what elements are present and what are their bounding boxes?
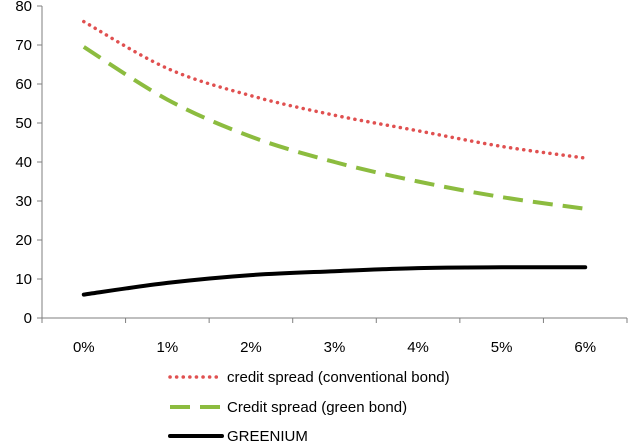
y-axis-tick-labels: 0 10 20 30 40 50 60 70 80 xyxy=(15,0,32,327)
y-tick-label: 30 xyxy=(15,193,32,210)
legend: credit spread (conventional bond) Credit … xyxy=(168,369,450,444)
y-tick-label: 60 xyxy=(15,76,32,93)
y-tick-label: 80 xyxy=(15,0,32,15)
series-line-1 xyxy=(82,19,587,160)
axes xyxy=(37,5,628,323)
x-axis-tick-labels: 0% 1% 2% 3% 4% 5% 6% xyxy=(73,339,596,356)
x-tick-label: 1% xyxy=(157,339,179,356)
legend-label-2: Credit spread (green bond) xyxy=(227,399,407,416)
x-tick-label: 0% xyxy=(73,339,95,356)
y-tick-label: 70 xyxy=(15,37,32,54)
x-tick-label: 6% xyxy=(574,339,596,356)
y-tick-label: 40 xyxy=(15,154,32,171)
y-tick-label: 20 xyxy=(15,232,32,249)
y-tick-label: 0 xyxy=(24,310,32,327)
series-line-2 xyxy=(82,45,586,211)
y-tick-label: 10 xyxy=(15,271,32,288)
series-lines xyxy=(81,19,588,297)
legend-label-3: GREENIUM xyxy=(227,428,308,444)
x-tick-label: 5% xyxy=(491,339,513,356)
x-tick-label: 4% xyxy=(407,339,429,356)
x-tick-label: 2% xyxy=(240,339,262,356)
x-tick-label: 3% xyxy=(324,339,346,356)
series-line-3 xyxy=(81,265,588,297)
y-tick-label: 50 xyxy=(15,115,32,132)
legend-label-1: credit spread (conventional bond) xyxy=(227,369,450,386)
